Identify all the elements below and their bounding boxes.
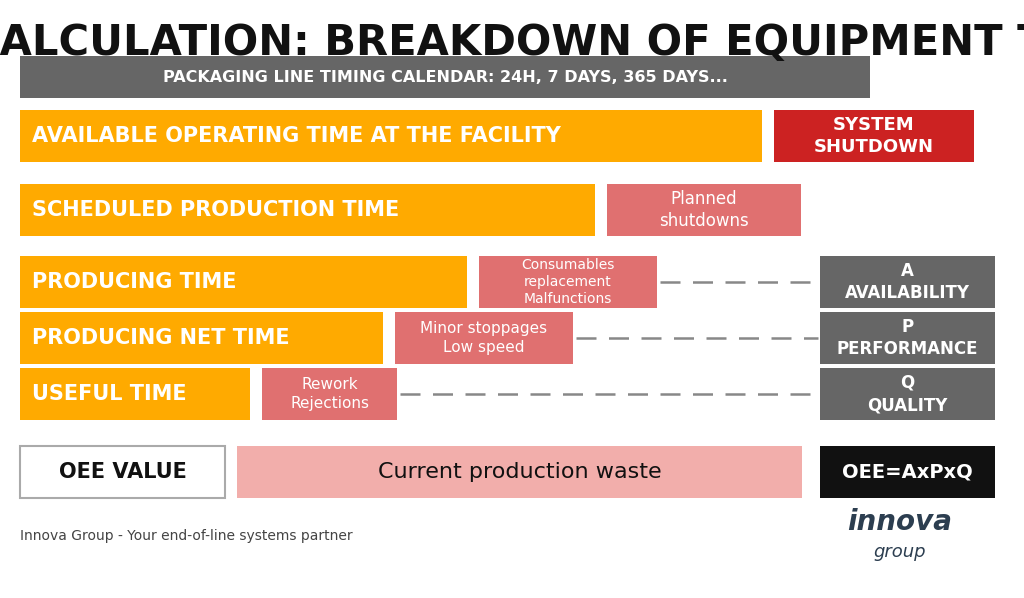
Bar [395,312,573,364]
Bar [20,368,250,420]
Text: innova: innova [848,508,952,536]
Text: A
AVAILABILITY: A AVAILABILITY [845,262,970,302]
Text: Planned
shutdowns: Planned shutdowns [659,190,749,230]
Text: Minor stoppages
Low speed: Minor stoppages Low speed [421,321,548,355]
Bar [20,184,595,236]
Text: Q
QUALITY: Q QUALITY [867,374,947,414]
Bar [237,446,802,498]
Bar [607,184,801,236]
Text: Innova Group - Your end-of-line systems partner: Innova Group - Your end-of-line systems … [20,529,352,543]
Text: AVAILABLE OPERATING TIME AT THE FACILITY: AVAILABLE OPERATING TIME AT THE FACILITY [32,126,561,146]
Text: Rework
Rejections: Rework Rejections [290,377,369,411]
Bar [820,312,995,364]
Bar [20,110,762,162]
Text: Consumables
replacement
Malfunctions: Consumables replacement Malfunctions [521,258,614,306]
Bar [774,110,974,162]
Text: OEE CALCULATION: BREAKDOWN OF EQUIPMENT TIMES: OEE CALCULATION: BREAKDOWN OF EQUIPMENT … [0,22,1024,64]
Text: SYSTEM
SHUTDOWN: SYSTEM SHUTDOWN [814,116,934,156]
Text: PRODUCING NET TIME: PRODUCING NET TIME [32,328,290,348]
Bar [20,446,225,498]
Bar [20,312,383,364]
Bar [262,368,397,420]
Bar [820,446,995,498]
Bar [820,256,995,308]
Bar [820,368,995,420]
Bar [20,56,870,98]
Text: PACKAGING LINE TIMING CALENDAR: 24H, 7 DAYS, 365 DAYS...: PACKAGING LINE TIMING CALENDAR: 24H, 7 D… [163,69,727,84]
Text: USEFUL TIME: USEFUL TIME [32,384,186,404]
Bar [20,256,467,308]
Text: SCHEDULED PRODUCTION TIME: SCHEDULED PRODUCTION TIME [32,200,399,220]
Text: OEE VALUE: OEE VALUE [58,462,186,482]
Text: P
PERFORMANCE: P PERFORMANCE [837,318,978,358]
Bar [479,256,657,308]
Text: OEE=AxPxQ: OEE=AxPxQ [842,462,973,481]
Text: Current production waste: Current production waste [378,462,662,482]
Text: group: group [873,543,927,561]
Text: PRODUCING TIME: PRODUCING TIME [32,272,237,292]
